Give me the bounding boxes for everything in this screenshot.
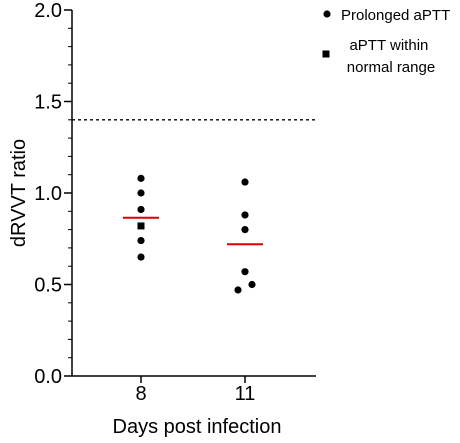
y-tick-label: 2.0 [34, 0, 62, 22]
data-point-circle [137, 175, 144, 182]
y-tick-label: 0.0 [34, 366, 62, 388]
legend-marker-square [323, 51, 330, 58]
y-tick-label: 1.5 [34, 92, 62, 114]
x-tick-label: 11 [235, 383, 256, 405]
data-points [137, 175, 255, 294]
y-ticks: 0.0 0.5 1.0 1.5 2.0 [34, 0, 72, 388]
data-point-circle [241, 178, 248, 185]
data-point-circle [137, 189, 144, 196]
x-axis-label: Days post infection [113, 416, 282, 438]
x-tick-label: 8 [135, 383, 146, 405]
data-point-circle [137, 237, 144, 244]
data-point-circle [241, 268, 248, 275]
data-point-circle [137, 206, 144, 213]
data-point-circle [241, 226, 248, 233]
data-point-square [138, 222, 145, 229]
data-point-circle [137, 253, 144, 260]
y-axis-label: dRVVT ratio [8, 139, 30, 247]
legend: Prolonged aPTT aPTT within normal range [323, 7, 451, 76]
y-tick-label: 0.5 [34, 275, 62, 297]
y-tick-label: 1.0 [34, 183, 62, 205]
legend-label-within-normal-range: aPTT within normal range [347, 37, 435, 76]
legend-label-line-2: normal range [347, 59, 435, 76]
legend-label-line-1: aPTT within [349, 37, 428, 54]
data-point-circle [248, 281, 255, 288]
x-ticks: 8 11 [135, 376, 255, 405]
legend-label-prolonged-aptt: Prolonged aPTT [341, 7, 450, 24]
data-point-circle [241, 211, 248, 218]
legend-marker-circle [323, 10, 330, 17]
data-point-circle [234, 286, 241, 293]
